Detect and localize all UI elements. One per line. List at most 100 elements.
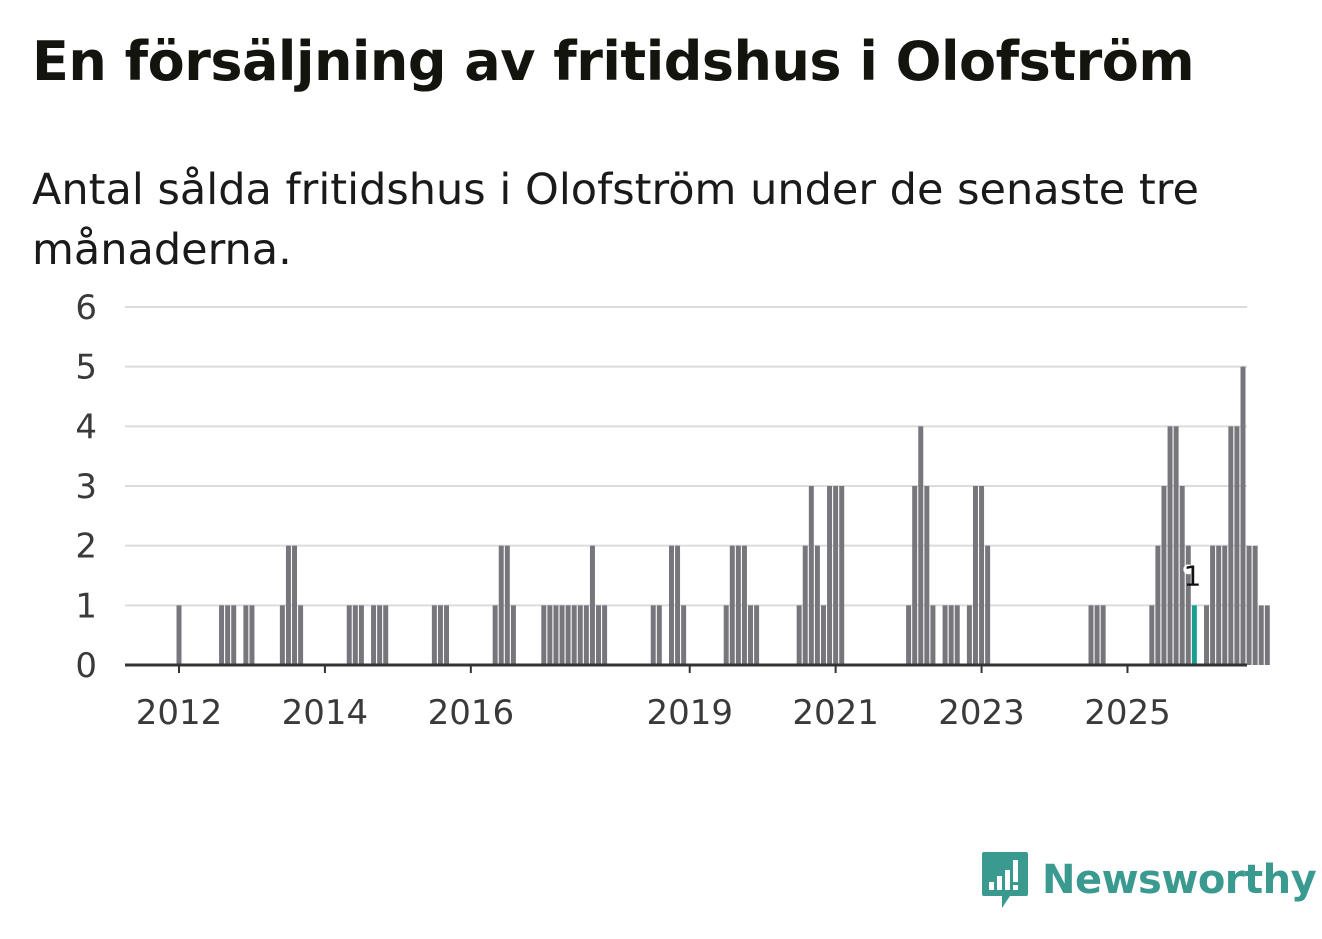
bar [735, 545, 741, 665]
x-tick-label: 2021 [792, 693, 879, 733]
bar [972, 486, 978, 665]
bar [948, 605, 954, 665]
bar [444, 605, 450, 665]
annotations: 1 [1183, 559, 1201, 592]
bar [656, 605, 662, 665]
bar [583, 605, 589, 665]
bar [675, 545, 681, 665]
bar [431, 605, 437, 665]
x-tick-label: 2025 [1084, 693, 1171, 733]
bar [1173, 426, 1179, 665]
bar-chart: 0 1 2 3 4 5 6 2012 2014 2016 2019 2021 2023 2025 1 [75, 288, 1270, 733]
bar [377, 605, 383, 665]
bar [571, 605, 577, 665]
bar [249, 605, 255, 665]
chart-title: En försäljning av fritidshus i Olofström [32, 30, 1195, 93]
y-tick-label: 5 [75, 348, 97, 388]
bar [1167, 426, 1173, 665]
bar [668, 545, 674, 665]
bar [748, 605, 754, 665]
bar [924, 486, 930, 665]
bar [577, 605, 583, 665]
bar [298, 605, 304, 665]
bar [814, 545, 820, 665]
bars [176, 366, 1270, 665]
y-tick-label: 6 [75, 288, 97, 328]
chart-subtitle: Antal sålda fritidshus i Olofström under… [32, 165, 1199, 275]
bar [802, 545, 808, 665]
bar [912, 486, 918, 665]
bar [1179, 486, 1185, 665]
bar [352, 605, 358, 665]
bar [650, 605, 656, 665]
bar [839, 486, 845, 665]
bar [346, 605, 352, 665]
y-tick-label: 3 [75, 467, 97, 507]
bar [827, 486, 833, 665]
bar [808, 486, 814, 665]
bar [358, 605, 364, 665]
brand-name: Newsworthy [1042, 857, 1317, 903]
x-tick-label: 2012 [136, 693, 223, 733]
bar [510, 605, 516, 665]
bar [498, 545, 504, 665]
bar [1204, 605, 1210, 665]
bar [681, 605, 687, 665]
highlight-value-label: 1 [1183, 559, 1201, 592]
bar [796, 605, 802, 665]
bar [1228, 426, 1234, 665]
bar [547, 605, 553, 665]
highlighted-bar [1191, 605, 1197, 665]
bar [602, 605, 608, 665]
bar [1216, 545, 1222, 665]
annotation-marker [1183, 564, 1194, 575]
bar [243, 605, 249, 665]
bar [225, 605, 231, 665]
bar [820, 605, 826, 665]
bar [754, 605, 760, 665]
y-tick-label: 0 [75, 646, 97, 686]
bar [565, 605, 571, 665]
bar [930, 605, 936, 665]
bar [292, 545, 298, 665]
bar [541, 605, 547, 665]
bar [553, 605, 559, 665]
x-axis-tick-labels: 2012 2014 2016 2019 2021 2023 2025 [136, 665, 1171, 733]
bar [741, 545, 747, 665]
newsworthy-logo: Newsworthy [980, 850, 1317, 910]
bar [437, 605, 443, 665]
bar [1088, 605, 1094, 665]
bar [492, 605, 498, 665]
x-tick-label: 2023 [938, 693, 1025, 733]
x-tick-label: 2019 [646, 693, 733, 733]
y-tick-label: 1 [75, 586, 97, 626]
bar [985, 545, 991, 665]
bar [1252, 545, 1258, 665]
bar [1100, 605, 1106, 665]
y-tick-label: 2 [75, 527, 97, 567]
gridlines [125, 306, 1247, 607]
bar [285, 545, 291, 665]
bar [231, 605, 237, 665]
bar [966, 605, 972, 665]
bar [1240, 366, 1246, 665]
bar [1222, 545, 1228, 665]
newsworthy-logo-icon [982, 852, 1028, 908]
bar [1155, 545, 1161, 665]
bar [1161, 486, 1167, 665]
x-tick-label: 2016 [428, 693, 515, 733]
bar [371, 605, 377, 665]
bar [176, 605, 182, 665]
bar [279, 605, 285, 665]
bar [559, 605, 565, 665]
bar [906, 605, 912, 665]
y-tick-label: 4 [75, 407, 97, 447]
bar [723, 605, 729, 665]
bar [1094, 605, 1100, 665]
bar [383, 605, 389, 665]
bar [942, 605, 948, 665]
bar [504, 545, 510, 665]
bar [1234, 426, 1240, 665]
bar [954, 605, 960, 665]
bar [729, 545, 735, 665]
